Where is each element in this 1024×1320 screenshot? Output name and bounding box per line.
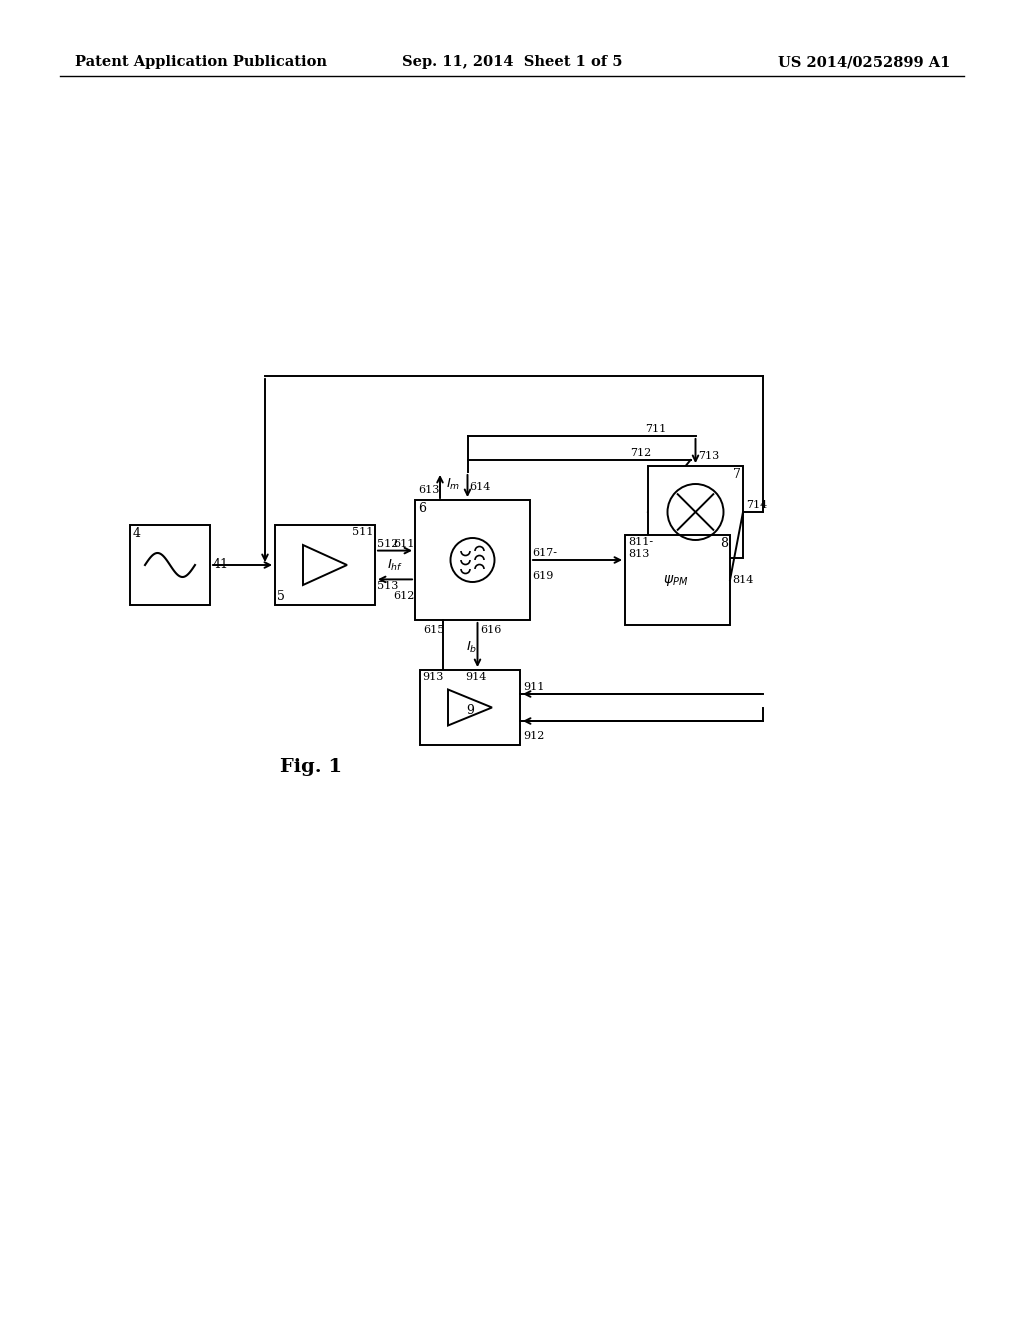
Bar [275, 525, 375, 605]
Text: 714: 714 [746, 500, 767, 510]
Text: 612: 612 [393, 591, 415, 602]
Text: 6: 6 [418, 502, 426, 515]
Text: 511: 511 [351, 527, 373, 537]
Text: 8: 8 [720, 537, 728, 550]
Text: 712: 712 [631, 447, 651, 458]
Bar [625, 535, 730, 624]
Text: 912: 912 [523, 731, 545, 741]
Text: $\psi_{PM}$: $\psi_{PM}$ [663, 573, 688, 587]
Text: Patent Application Publication: Patent Application Publication [75, 55, 327, 69]
Text: 811-: 811- [628, 537, 653, 546]
Text: 513: 513 [377, 581, 398, 591]
Text: 619: 619 [532, 572, 553, 581]
Text: 814: 814 [732, 576, 754, 585]
Text: 713: 713 [698, 451, 720, 461]
Bar [130, 525, 210, 605]
Text: 913: 913 [422, 672, 443, 682]
Text: $I_m$: $I_m$ [445, 477, 460, 492]
Text: 7: 7 [733, 469, 741, 480]
Text: US 2014/0252899 A1: US 2014/0252899 A1 [777, 55, 950, 69]
Text: 4: 4 [133, 527, 141, 540]
Text: 615: 615 [423, 624, 444, 635]
Text: 611: 611 [393, 539, 415, 549]
Text: 711: 711 [645, 424, 667, 434]
Text: Sep. 11, 2014  Sheet 1 of 5: Sep. 11, 2014 Sheet 1 of 5 [401, 55, 623, 69]
Text: 911: 911 [523, 682, 545, 692]
Text: 617-: 617- [532, 548, 557, 558]
Text: 613: 613 [418, 484, 439, 495]
Text: 9: 9 [466, 704, 474, 717]
Bar [648, 466, 743, 558]
Text: $I_b$: $I_b$ [466, 640, 477, 655]
Text: 813: 813 [628, 549, 649, 558]
Text: Fig. 1: Fig. 1 [280, 758, 342, 776]
Text: 512: 512 [377, 539, 398, 549]
Bar [415, 500, 530, 620]
Text: $I_{hf}$: $I_{hf}$ [387, 557, 403, 573]
Text: 616: 616 [480, 624, 502, 635]
Text: 5: 5 [278, 590, 285, 603]
Text: 614: 614 [469, 482, 490, 492]
Bar [420, 671, 520, 744]
Text: 914: 914 [465, 672, 486, 682]
Text: 41: 41 [213, 558, 229, 572]
